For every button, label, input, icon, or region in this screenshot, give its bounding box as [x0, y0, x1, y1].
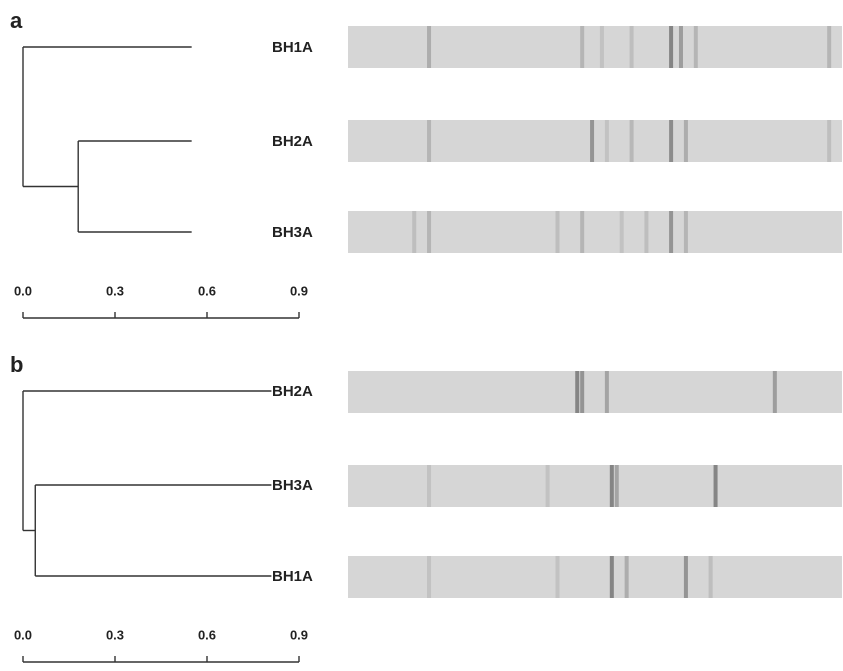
gel-band: [625, 556, 629, 598]
gel-band: [427, 26, 431, 68]
gel-band: [427, 211, 431, 253]
gel-band: [669, 26, 673, 68]
gel-lane: [348, 211, 842, 253]
lane-background: [348, 26, 842, 68]
gel-band: [427, 120, 431, 162]
scale-tick-label: 0.9: [290, 283, 308, 298]
leaf-label: BH2A: [272, 383, 313, 400]
lane-background: [348, 556, 842, 598]
gel-band: [827, 120, 831, 162]
gel-band: [669, 211, 673, 253]
gel-band: [669, 120, 673, 162]
lane-background: [348, 371, 842, 413]
gel-band: [412, 211, 416, 253]
gel-band: [600, 26, 604, 68]
gel-lane: [348, 556, 842, 598]
gel-band: [620, 211, 624, 253]
scale-tick-label: 0.0: [14, 283, 32, 298]
gel-band: [605, 371, 609, 413]
gel-lane: [348, 120, 842, 162]
gel-band: [427, 465, 431, 507]
leaf-label: BH3A: [272, 224, 313, 241]
gel-band: [580, 211, 584, 253]
leaf-label: BH1A: [272, 568, 313, 585]
leaf-label: BH3A: [272, 477, 313, 494]
scale-tick-label: 0.6: [198, 283, 216, 298]
gel-band: [605, 120, 609, 162]
gel-band: [580, 26, 584, 68]
panel-label: b: [10, 352, 23, 377]
lane-background: [348, 120, 842, 162]
panel-label: a: [10, 8, 23, 33]
scale-tick-label: 0.6: [198, 627, 216, 642]
gel-band: [684, 120, 688, 162]
gel-band: [773, 371, 777, 413]
gel-band: [555, 211, 559, 253]
scale-tick-label: 0.9: [290, 627, 308, 642]
figure: a BH1A BH2A BH3A 0.0 0.3 0.6 0.9 b BH2A BH3A BH1A 0.…: [0, 0, 843, 666]
gel-band: [630, 26, 634, 68]
gel-band: [427, 556, 431, 598]
gel-lane: [348, 371, 842, 413]
lane-background: [348, 211, 842, 253]
gel-band: [684, 556, 688, 598]
gel-band: [630, 120, 634, 162]
gel-band: [590, 120, 594, 162]
gel-band: [694, 26, 698, 68]
gel-band: [580, 371, 584, 413]
gel-band: [679, 26, 683, 68]
gel-band: [610, 556, 614, 598]
gel-band: [546, 465, 550, 507]
gel-lane: [348, 26, 842, 68]
gel-band: [615, 465, 619, 507]
gel-band: [827, 26, 831, 68]
gel-band: [709, 556, 713, 598]
gel-band: [714, 465, 718, 507]
gel-band: [644, 211, 648, 253]
scale-tick-label: 0.0: [14, 627, 32, 642]
gel-band: [555, 556, 559, 598]
scale-tick-label: 0.3: [106, 283, 124, 298]
gel-lane: [348, 465, 842, 507]
gel-band: [610, 465, 614, 507]
lane-background: [348, 465, 842, 507]
scale-tick-label: 0.3: [106, 627, 124, 642]
leaf-label: BH1A: [272, 39, 313, 56]
gel-band: [684, 211, 688, 253]
gel-band: [575, 371, 579, 413]
leaf-label: BH2A: [272, 133, 313, 150]
